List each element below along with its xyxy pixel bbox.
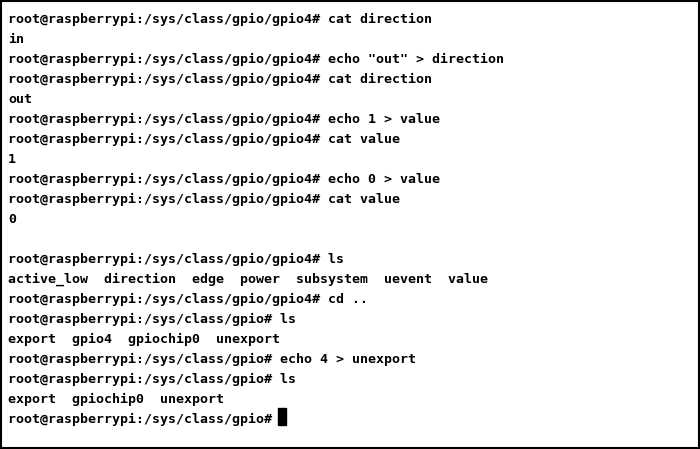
Bar bbox=[278, 408, 286, 425]
Text: root@raspberrypi:/sys/class/gpio/gpio4# cd ..: root@raspberrypi:/sys/class/gpio/gpio4# … bbox=[8, 293, 368, 306]
Text: root@raspberrypi:/sys/class/gpio/gpio4# cat direction: root@raspberrypi:/sys/class/gpio/gpio4# … bbox=[8, 13, 432, 26]
Text: export  gpio4  gpiochip0  unexport: export gpio4 gpiochip0 unexport bbox=[8, 333, 280, 346]
Text: root@raspberrypi:/sys/class/gpio/gpio4# echo 1 > value: root@raspberrypi:/sys/class/gpio/gpio4# … bbox=[8, 113, 440, 126]
Text: root@raspberrypi:/sys/class/gpio# echo 4 > unexport: root@raspberrypi:/sys/class/gpio# echo 4… bbox=[8, 353, 416, 366]
Text: root@raspberrypi:/sys/class/gpio# ls: root@raspberrypi:/sys/class/gpio# ls bbox=[8, 373, 296, 386]
Text: root@raspberrypi:/sys/class/gpio/gpio4# echo "out" > direction: root@raspberrypi:/sys/class/gpio/gpio4# … bbox=[8, 53, 504, 66]
Text: export  gpiochip0  unexport: export gpiochip0 unexport bbox=[8, 393, 224, 406]
Text: root@raspberrypi:/sys/class/gpio/gpio4# cat value: root@raspberrypi:/sys/class/gpio/gpio4# … bbox=[8, 133, 400, 146]
Text: root@raspberrypi:/sys/class/gpio# ls: root@raspberrypi:/sys/class/gpio# ls bbox=[8, 313, 296, 326]
Text: root@raspberrypi:/sys/class/gpio/gpio4# cat direction: root@raspberrypi:/sys/class/gpio/gpio4# … bbox=[8, 73, 432, 86]
Text: root@raspberrypi:/sys/class/gpio/gpio4# ls: root@raspberrypi:/sys/class/gpio/gpio4# … bbox=[8, 253, 344, 266]
Text: out: out bbox=[8, 93, 32, 106]
Text: root@raspberrypi:/sys/class/gpio#: root@raspberrypi:/sys/class/gpio# bbox=[8, 413, 280, 426]
Text: 0: 0 bbox=[8, 213, 16, 226]
Text: in: in bbox=[8, 33, 24, 46]
Text: root@raspberrypi:/sys/class/gpio/gpio4# echo 0 > value: root@raspberrypi:/sys/class/gpio/gpio4# … bbox=[8, 173, 440, 186]
Text: 1: 1 bbox=[8, 153, 16, 166]
Text: root@raspberrypi:/sys/class/gpio/gpio4# cat value: root@raspberrypi:/sys/class/gpio/gpio4# … bbox=[8, 193, 400, 206]
Text: active_low  direction  edge  power  subsystem  uevent  value: active_low direction edge power subsyste… bbox=[8, 273, 488, 286]
